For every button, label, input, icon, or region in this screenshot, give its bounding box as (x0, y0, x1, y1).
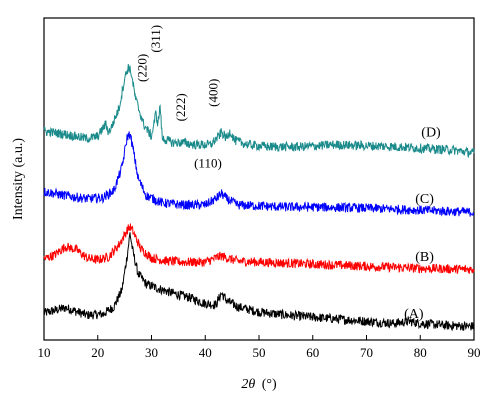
x-ticks: 10 20 30 40 50 60 70 80 90 (38, 335, 481, 360)
x-tick-label-0: 10 (38, 345, 51, 360)
peak-label-1: (311) (148, 25, 163, 53)
series-label-3: (D) (421, 125, 441, 140)
x-tick-label-4: 50 (253, 345, 266, 360)
x-axis-label: 2θ (°) (241, 377, 277, 392)
x-tick-label-8: 90 (468, 345, 481, 360)
peak-label-4: (110) (194, 156, 222, 171)
y-axis-label: Intensity (a.u.) (11, 138, 26, 220)
x-tick-label-3: 40 (199, 345, 212, 360)
series-line-2 (43, 131, 475, 217)
series-label-1: (B) (415, 250, 434, 265)
plot-area: (A) (B) (C) (D) (220)(311) (222) (400) (110) 1… (38, 17, 481, 360)
x-axis-unit: (°) (262, 377, 277, 392)
series-line-3 (43, 64, 475, 159)
plot-frame (43, 17, 475, 341)
series-line-0 (43, 232, 475, 332)
series-labels-layer: (A) (B) (C) (D) (404, 125, 441, 322)
x-axis-symbol: 2θ (241, 377, 255, 392)
series-label-2: (C) (415, 192, 434, 207)
series-line-1 (43, 223, 475, 275)
x-tick-label-6: 70 (360, 345, 373, 360)
x-tick-label-2: 30 (145, 345, 158, 360)
peak-labels-layer: (220)(311) (222) (400) (110) (135, 25, 222, 171)
peak-label-0: (220) (135, 54, 150, 82)
x-tick-label-7: 80 (414, 345, 427, 360)
peak-label-3: (400) (206, 79, 221, 107)
x-tick-label-5: 60 (306, 345, 319, 360)
peak-label-2: (222) (173, 93, 188, 121)
x-tick-label-1: 20 (91, 345, 104, 360)
series-label-0: (A) (404, 307, 424, 322)
series-layer (43, 64, 475, 332)
